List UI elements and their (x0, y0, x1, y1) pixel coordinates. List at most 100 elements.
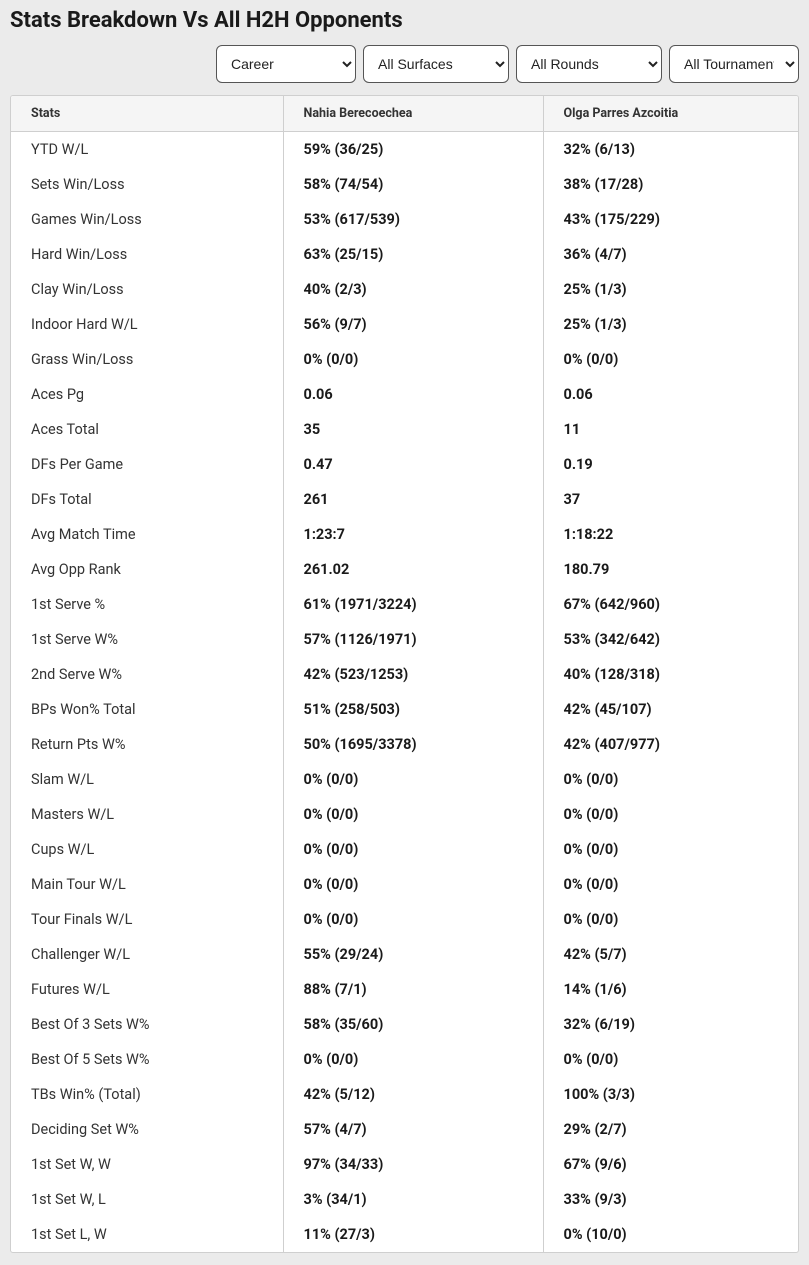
table-row: Tour Finals W/L0% (0/0)0% (0/0) (11, 902, 798, 937)
player-2-value: 1:18:22 (543, 517, 798, 552)
player-1-value: 1:23:7 (283, 517, 543, 552)
player-2-value: 180.79 (543, 552, 798, 587)
player-1-value: 58% (74/54) (283, 167, 543, 202)
player-1-value: 3% (34/1) (283, 1182, 543, 1217)
filter-round[interactable]: All Rounds (516, 45, 662, 83)
stat-name: Aces Total (11, 412, 283, 447)
player-1-value: 50% (1695/3378) (283, 727, 543, 762)
table-row: Aces Total3511 (11, 412, 798, 447)
filter-tournament[interactable]: All Tournaments (669, 45, 799, 83)
player-1-value: 0.06 (283, 377, 543, 412)
player-2-value: 11 (543, 412, 798, 447)
player-2-value: 0.19 (543, 447, 798, 482)
filter-surface[interactable]: All Surfaces (363, 45, 509, 83)
table-row: Masters W/L0% (0/0)0% (0/0) (11, 797, 798, 832)
filter-period[interactable]: Career (216, 45, 356, 83)
table-row: Deciding Set W%57% (4/7)29% (2/7) (11, 1112, 798, 1147)
stat-name: Futures W/L (11, 972, 283, 1007)
table-row: 2nd Serve W%42% (523/1253)40% (128/318) (11, 657, 798, 692)
table-row: Avg Opp Rank261.02180.79 (11, 552, 798, 587)
player-2-value: 40% (128/318) (543, 657, 798, 692)
table-row: 1st Serve %61% (1971/3224)67% (642/960) (11, 587, 798, 622)
table-row: Games Win/Loss53% (617/539)43% (175/229) (11, 202, 798, 237)
player-1-value: 0% (0/0) (283, 902, 543, 937)
player-2-value: 36% (4/7) (543, 237, 798, 272)
player-2-value: 0% (0/0) (543, 832, 798, 867)
stat-name: Hard Win/Loss (11, 237, 283, 272)
player-1-value: 61% (1971/3224) (283, 587, 543, 622)
stats-table: Stats Nahia Berecoechea Olga Parres Azco… (11, 96, 798, 1252)
stat-name: Avg Match Time (11, 517, 283, 552)
player-1-value: 55% (29/24) (283, 937, 543, 972)
player-1-value: 0% (0/0) (283, 867, 543, 902)
table-row: 1st Set L, W11% (27/3)0% (10/0) (11, 1217, 798, 1252)
table-row: 1st Serve W%57% (1126/1971)53% (342/642) (11, 622, 798, 657)
player-2-value: 33% (9/3) (543, 1182, 798, 1217)
table-row: Cups W/L0% (0/0)0% (0/0) (11, 832, 798, 867)
player-1-value: 42% (5/12) (283, 1077, 543, 1112)
col-player-2: Olga Parres Azcoitia (543, 96, 798, 132)
stat-name: Cups W/L (11, 832, 283, 867)
table-row: Best Of 5 Sets W%0% (0/0)0% (0/0) (11, 1042, 798, 1077)
player-2-value: 14% (1/6) (543, 972, 798, 1007)
stats-table-container: Stats Nahia Berecoechea Olga Parres Azco… (10, 95, 799, 1253)
table-row: Clay Win/Loss40% (2/3)25% (1/3) (11, 272, 798, 307)
player-1-value: 35 (283, 412, 543, 447)
stat-name: Best Of 3 Sets W% (11, 1007, 283, 1042)
player-2-value: 0% (0/0) (543, 902, 798, 937)
stat-name: Masters W/L (11, 797, 283, 832)
table-row: Return Pts W%50% (1695/3378)42% (407/977… (11, 727, 798, 762)
player-2-value: 43% (175/229) (543, 202, 798, 237)
player-1-value: 11% (27/3) (283, 1217, 543, 1252)
player-1-value: 97% (34/33) (283, 1147, 543, 1182)
player-2-value: 37 (543, 482, 798, 517)
player-2-value: 32% (6/13) (543, 132, 798, 168)
table-row: BPs Won% Total51% (258/503)42% (45/107) (11, 692, 798, 727)
table-row: Sets Win/Loss58% (74/54)38% (17/28) (11, 167, 798, 202)
table-row: 1st Set W, W97% (34/33)67% (9/6) (11, 1147, 798, 1182)
stat-name: 1st Set W, L (11, 1182, 283, 1217)
stat-name: Indoor Hard W/L (11, 307, 283, 342)
stat-name: 2nd Serve W% (11, 657, 283, 692)
player-1-value: 56% (9/7) (283, 307, 543, 342)
player-2-value: 0% (0/0) (543, 762, 798, 797)
stat-name: Best Of 5 Sets W% (11, 1042, 283, 1077)
table-row: Slam W/L0% (0/0)0% (0/0) (11, 762, 798, 797)
stat-name: 1st Set W, W (11, 1147, 283, 1182)
player-2-value: 42% (407/977) (543, 727, 798, 762)
table-row: Hard Win/Loss63% (25/15)36% (4/7) (11, 237, 798, 272)
player-1-value: 58% (35/60) (283, 1007, 543, 1042)
table-row: Best Of 3 Sets W%58% (35/60)32% (6/19) (11, 1007, 798, 1042)
player-2-value: 100% (3/3) (543, 1077, 798, 1112)
stat-name: Aces Pg (11, 377, 283, 412)
table-header-row: Stats Nahia Berecoechea Olga Parres Azco… (11, 96, 798, 132)
player-1-value: 0% (0/0) (283, 832, 543, 867)
col-player-1: Nahia Berecoechea (283, 96, 543, 132)
stat-name: 1st Set L, W (11, 1217, 283, 1252)
stat-name: Avg Opp Rank (11, 552, 283, 587)
stat-name: Tour Finals W/L (11, 902, 283, 937)
player-2-value: 38% (17/28) (543, 167, 798, 202)
player-1-value: 63% (25/15) (283, 237, 543, 272)
player-1-value: 40% (2/3) (283, 272, 543, 307)
player-1-value: 0% (0/0) (283, 342, 543, 377)
player-1-value: 59% (36/25) (283, 132, 543, 168)
stat-name: Slam W/L (11, 762, 283, 797)
stat-name: Return Pts W% (11, 727, 283, 762)
stat-name: Games Win/Loss (11, 202, 283, 237)
stats-table-body: YTD W/L59% (36/25)32% (6/13)Sets Win/Los… (11, 132, 798, 1253)
stat-name: Main Tour W/L (11, 867, 283, 902)
table-row: DFs Per Game0.470.19 (11, 447, 798, 482)
player-1-value: 261.02 (283, 552, 543, 587)
table-row: TBs Win% (Total)42% (5/12)100% (3/3) (11, 1077, 798, 1112)
player-2-value: 53% (342/642) (543, 622, 798, 657)
stat-name: Clay Win/Loss (11, 272, 283, 307)
stat-name: DFs Per Game (11, 447, 283, 482)
stat-name: 1st Serve W% (11, 622, 283, 657)
player-2-value: 67% (642/960) (543, 587, 798, 622)
player-2-value: 32% (6/19) (543, 1007, 798, 1042)
player-2-value: 0% (10/0) (543, 1217, 798, 1252)
stat-name: 1st Serve % (11, 587, 283, 622)
table-row: 1st Set W, L3% (34/1)33% (9/3) (11, 1182, 798, 1217)
table-row: Challenger W/L55% (29/24)42% (5/7) (11, 937, 798, 972)
